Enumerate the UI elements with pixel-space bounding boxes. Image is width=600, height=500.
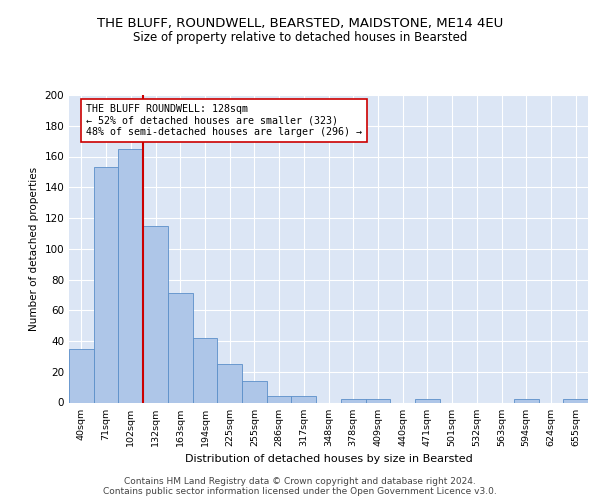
Text: Contains HM Land Registry data © Crown copyright and database right 2024.
Contai: Contains HM Land Registry data © Crown c… — [103, 476, 497, 496]
Bar — [267, 396, 292, 402]
Bar — [514, 400, 539, 402]
Text: THE BLUFF ROUNDWELL: 128sqm
← 52% of detached houses are smaller (323)
48% of se: THE BLUFF ROUNDWELL: 128sqm ← 52% of det… — [86, 104, 362, 138]
Bar — [94, 168, 118, 402]
Bar — [69, 348, 94, 403]
Text: Size of property relative to detached houses in Bearsted: Size of property relative to detached ho… — [133, 31, 467, 44]
Bar — [242, 381, 267, 402]
Bar — [563, 400, 588, 402]
Text: THE BLUFF, ROUNDWELL, BEARSTED, MAIDSTONE, ME14 4EU: THE BLUFF, ROUNDWELL, BEARSTED, MAIDSTON… — [97, 18, 503, 30]
Bar — [415, 400, 440, 402]
Bar — [193, 338, 217, 402]
Bar — [118, 149, 143, 403]
Bar — [217, 364, 242, 403]
Bar — [168, 294, 193, 403]
Bar — [292, 396, 316, 402]
Bar — [341, 400, 365, 402]
Bar — [365, 400, 390, 402]
X-axis label: Distribution of detached houses by size in Bearsted: Distribution of detached houses by size … — [185, 454, 472, 464]
Bar — [143, 226, 168, 402]
Y-axis label: Number of detached properties: Number of detached properties — [29, 166, 39, 331]
